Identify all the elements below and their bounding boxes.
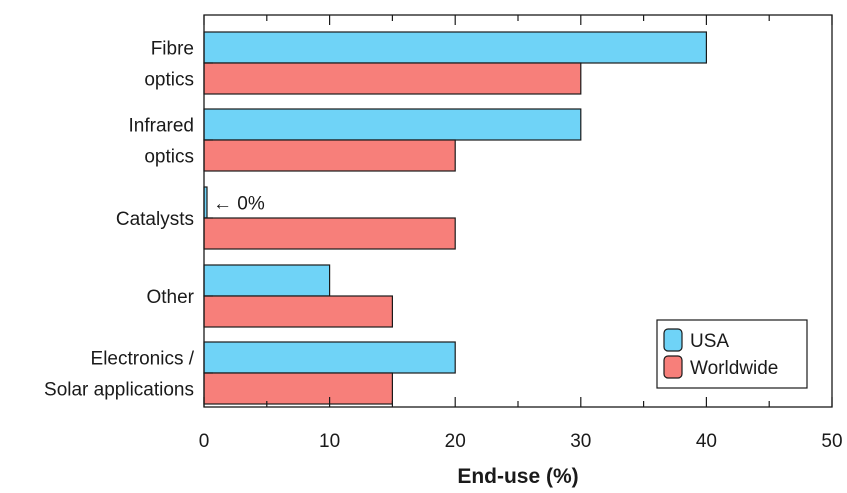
legend-label-usa: USA (690, 331, 729, 352)
category-label-2: Catalysts (116, 209, 194, 230)
x-tick-label-0: 0 (199, 431, 210, 452)
category-label-1-line-0: Infrared (129, 116, 194, 137)
category-label-0-line-0: Fibre (151, 39, 194, 60)
bar-usa-1 (203, 108, 582, 141)
zero-annotation: ← 0% (213, 194, 265, 215)
bar-worldwide-0 (203, 62, 582, 95)
bar-worldwide-4 (203, 372, 393, 405)
category-label-3: Other (146, 287, 194, 308)
ticks-layer (203, 15, 833, 407)
bar-usa-4 (203, 341, 456, 374)
category-label-3-line-0: Other (146, 287, 194, 308)
x-tick-label-50: 50 (821, 431, 842, 452)
category-label-1: Infrared optics (129, 116, 194, 168)
labels-layer: 0 10 20 30 40 50 Fibre optics Infrared optics Cata… (44, 39, 843, 453)
bar-worldwide-1 (203, 139, 456, 172)
annotation-layer: ← 0% (213, 194, 265, 215)
x-tick-label-20: 20 (445, 431, 466, 452)
bar-usa-0 (203, 31, 707, 64)
bar-worldwide-3 (203, 295, 393, 328)
category-label-4: Electronics / Solar applications (44, 349, 195, 401)
category-label-2-line-0: Catalysts (116, 209, 194, 230)
bars-layer (203, 31, 707, 405)
legend-swatch-usa (663, 328, 683, 352)
x-tick-label-30: 30 (570, 431, 591, 452)
legend-label-worldwide: Worldwide (690, 358, 778, 379)
bar-usa-3 (203, 264, 331, 297)
category-label-4-line-1: Solar applications (44, 380, 194, 401)
x-axis-title: End-use (%) (457, 465, 578, 488)
category-label-0-line-1: optics (144, 70, 194, 91)
x-tick-label-40: 40 (696, 431, 717, 452)
legend: USA Worldwide (656, 319, 808, 389)
category-label-1-line-1: optics (144, 147, 194, 168)
category-label-4-line-0: Electronics / (91, 349, 195, 370)
bar-worldwide-2 (203, 217, 456, 250)
x-tick-label-10: 10 (319, 431, 340, 452)
legend-swatch-worldwide (663, 355, 683, 379)
category-label-0: Fibre optics (144, 39, 194, 91)
